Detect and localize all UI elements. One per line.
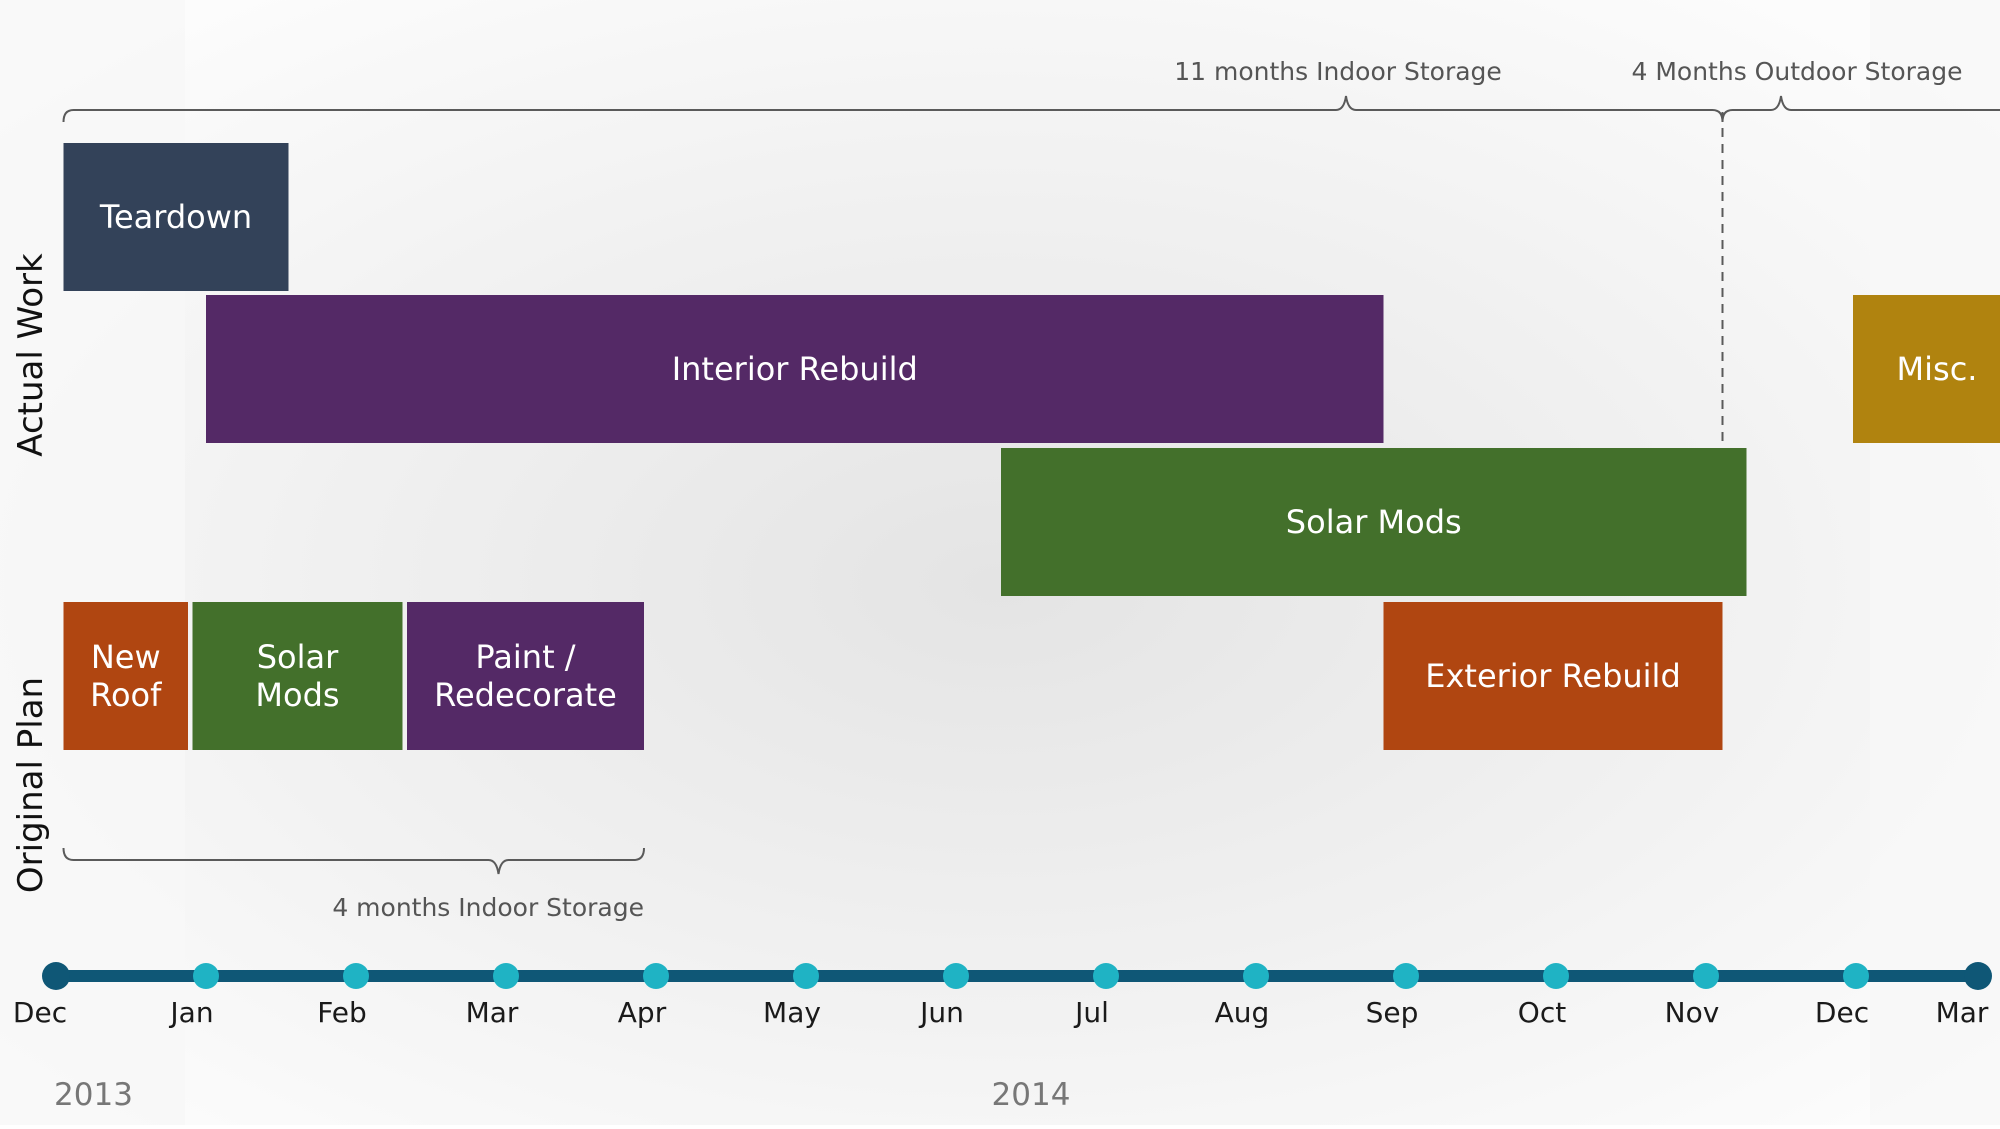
actual-work-bar-label: Misc. [1897, 350, 1978, 388]
right-margin-band [1870, 0, 2000, 1125]
month-tick-label: Jul [1073, 996, 1109, 1029]
month-tick-label: Nov [1665, 996, 1720, 1029]
timeline-dot [1543, 963, 1569, 989]
actual-work-bar-label: Interior Rebuild [672, 350, 918, 388]
timeline-dot [343, 963, 369, 989]
year-label: 2013 [54, 1077, 133, 1113]
original-plan-bar-label: Mods [255, 676, 339, 714]
month-tick-label: Mar [466, 996, 519, 1029]
timeline-dot [793, 963, 819, 989]
original-plan-bar-paint-redecorate: Paint /Redecorate [407, 602, 644, 750]
actual-work-bar-teardown: Teardown [64, 143, 289, 291]
actual-work-bar-solar-mods: Solar Mods [1001, 448, 1747, 596]
month-tick-label: Oct [1518, 996, 1566, 1029]
month-tick-label: Apr [618, 996, 667, 1029]
timeline-dot [1393, 963, 1419, 989]
month-tick-label: Dec [13, 996, 67, 1029]
year-label: 2014 [992, 1077, 1071, 1113]
timeline-dot [1693, 963, 1719, 989]
actual-work-bar-exterior-rebuild: Exterior Rebuild [1384, 602, 1723, 750]
month-tick-label: Aug [1215, 996, 1270, 1029]
timeline-dot [1243, 963, 1269, 989]
timeline-dot [1093, 963, 1119, 989]
original-plan-bar-label: Paint / [475, 638, 575, 676]
month-tick-label: Dec [1815, 996, 1869, 1029]
row-label-original-plan: Original Plan [11, 677, 51, 893]
timeline-dot [643, 963, 669, 989]
original-plan-bar-label: New [91, 638, 161, 676]
annotation-label: 4 months Indoor Storage [332, 893, 644, 922]
timeline-dot [1843, 963, 1869, 989]
original-plan-bar-label: Solar [257, 638, 339, 676]
actual-work-bar-misc: Misc. [1853, 295, 2000, 443]
timeline-dot [193, 963, 219, 989]
annotation-label: 11 months Indoor Storage [1174, 57, 1502, 86]
annotation-label: 4 Months Outdoor Storage [1631, 57, 1962, 86]
timeline-dot [493, 963, 519, 989]
actual-work-bar-label: Solar Mods [1286, 503, 1462, 541]
actual-work-bar-label: Exterior Rebuild [1425, 657, 1681, 695]
month-tick-label: Jun [918, 996, 964, 1029]
original-plan-bar-label: Roof [90, 676, 162, 714]
actual-work-bar-label: Teardown [99, 198, 252, 236]
month-tick-label: Feb [317, 996, 367, 1029]
original-plan-bar-label: Redecorate [434, 676, 617, 714]
month-tick-label: Mar [1936, 996, 1989, 1029]
month-tick-label: May [763, 996, 821, 1029]
actual-work-bar-interior-rebuild: Interior Rebuild [206, 295, 1384, 443]
row-label-actual-work: Actual Work [11, 253, 51, 457]
timeline-dot [1964, 962, 1992, 990]
timeline-dot [42, 962, 70, 990]
timeline-dot [943, 963, 969, 989]
month-tick-label: Sep [1366, 996, 1419, 1029]
month-tick-label: Jan [168, 996, 213, 1029]
